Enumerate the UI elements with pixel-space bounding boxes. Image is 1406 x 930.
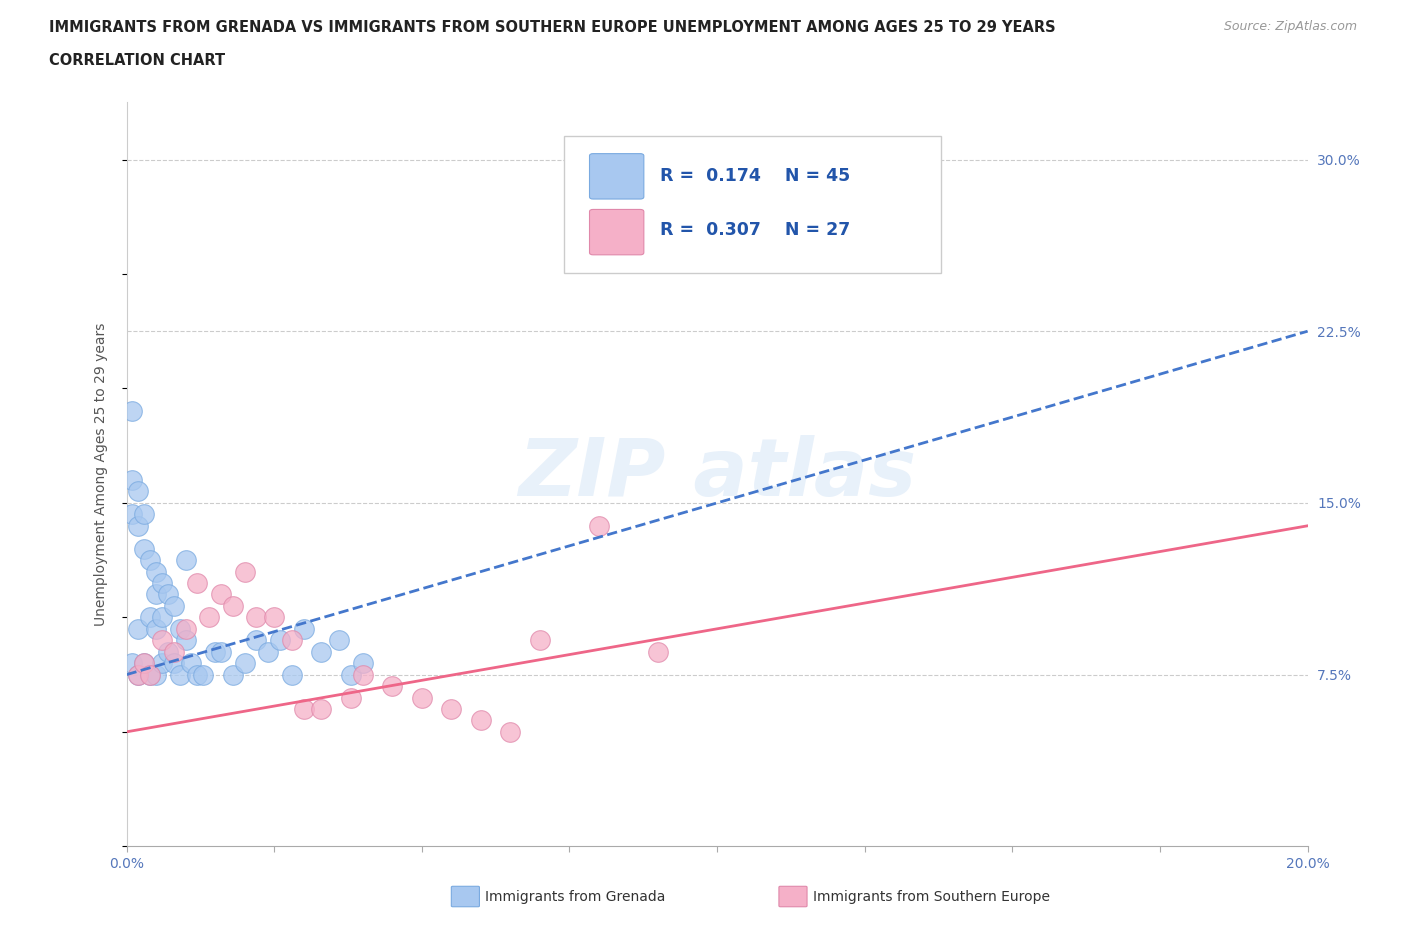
- Point: [169, 621, 191, 636]
- Point: [209, 644, 232, 659]
- Text: ZIP atlas: ZIP atlas: [517, 435, 917, 513]
- Point: [156, 587, 179, 602]
- Point: [121, 472, 143, 487]
- Point: [257, 644, 280, 659]
- Y-axis label: Unemployment Among Ages 25 to 29 years: Unemployment Among Ages 25 to 29 years: [94, 323, 108, 626]
- Point: [222, 599, 245, 614]
- Point: [156, 644, 179, 659]
- FancyBboxPatch shape: [589, 153, 644, 199]
- Point: [186, 667, 208, 682]
- Point: [163, 656, 186, 671]
- Point: [269, 632, 291, 647]
- Point: [245, 632, 267, 647]
- Point: [139, 610, 162, 625]
- Text: Immigrants from Grenada: Immigrants from Grenada: [485, 889, 665, 904]
- Point: [134, 507, 156, 522]
- Point: [245, 610, 267, 625]
- Point: [139, 667, 162, 682]
- Point: [263, 610, 285, 625]
- Text: R =  0.174    N = 45: R = 0.174 N = 45: [661, 167, 851, 185]
- Point: [340, 690, 363, 705]
- Point: [134, 541, 156, 556]
- Text: R =  0.307    N = 27: R = 0.307 N = 27: [661, 221, 851, 239]
- Point: [233, 656, 256, 671]
- Text: CORRELATION CHART: CORRELATION CHART: [49, 53, 225, 68]
- Point: [127, 667, 149, 682]
- Point: [145, 621, 167, 636]
- Point: [139, 667, 162, 682]
- Point: [150, 610, 173, 625]
- Point: [198, 610, 221, 625]
- Point: [352, 656, 374, 671]
- Point: [529, 632, 551, 647]
- Point: [204, 644, 226, 659]
- Point: [121, 404, 143, 418]
- Point: [281, 667, 304, 682]
- Point: [163, 644, 186, 659]
- Point: [134, 656, 156, 671]
- Point: [311, 701, 333, 716]
- Point: [134, 656, 156, 671]
- Text: IMMIGRANTS FROM GRENADA VS IMMIGRANTS FROM SOUTHERN EUROPE UNEMPLOYMENT AMONG AG: IMMIGRANTS FROM GRENADA VS IMMIGRANTS FR…: [49, 20, 1056, 35]
- Point: [193, 667, 215, 682]
- FancyBboxPatch shape: [589, 209, 644, 255]
- Point: [588, 518, 610, 533]
- Point: [121, 656, 143, 671]
- FancyBboxPatch shape: [564, 136, 942, 273]
- Point: [145, 565, 167, 579]
- Point: [186, 576, 208, 591]
- Point: [311, 644, 333, 659]
- Point: [150, 632, 173, 647]
- Point: [340, 667, 363, 682]
- Point: [180, 656, 202, 671]
- Point: [765, 164, 787, 179]
- Point: [647, 644, 669, 659]
- Point: [127, 518, 149, 533]
- Point: [139, 552, 162, 567]
- Point: [411, 690, 433, 705]
- Point: [470, 713, 492, 728]
- Point: [440, 701, 463, 716]
- Point: [281, 632, 304, 647]
- Point: [150, 576, 173, 591]
- Point: [292, 701, 315, 716]
- Point: [163, 599, 186, 614]
- Point: [292, 621, 315, 636]
- Point: [174, 552, 197, 567]
- Point: [127, 621, 149, 636]
- Point: [169, 667, 191, 682]
- Point: [174, 632, 197, 647]
- Point: [127, 667, 149, 682]
- Point: [233, 565, 256, 579]
- Text: Source: ZipAtlas.com: Source: ZipAtlas.com: [1223, 20, 1357, 33]
- Point: [145, 667, 167, 682]
- Point: [145, 587, 167, 602]
- Point: [499, 724, 522, 739]
- Point: [352, 667, 374, 682]
- Point: [209, 587, 232, 602]
- Point: [174, 621, 197, 636]
- Point: [150, 656, 173, 671]
- Point: [328, 632, 350, 647]
- Point: [121, 507, 143, 522]
- Text: Immigrants from Southern Europe: Immigrants from Southern Europe: [813, 889, 1050, 904]
- Point: [381, 679, 404, 694]
- Point: [222, 667, 245, 682]
- Point: [127, 484, 149, 498]
